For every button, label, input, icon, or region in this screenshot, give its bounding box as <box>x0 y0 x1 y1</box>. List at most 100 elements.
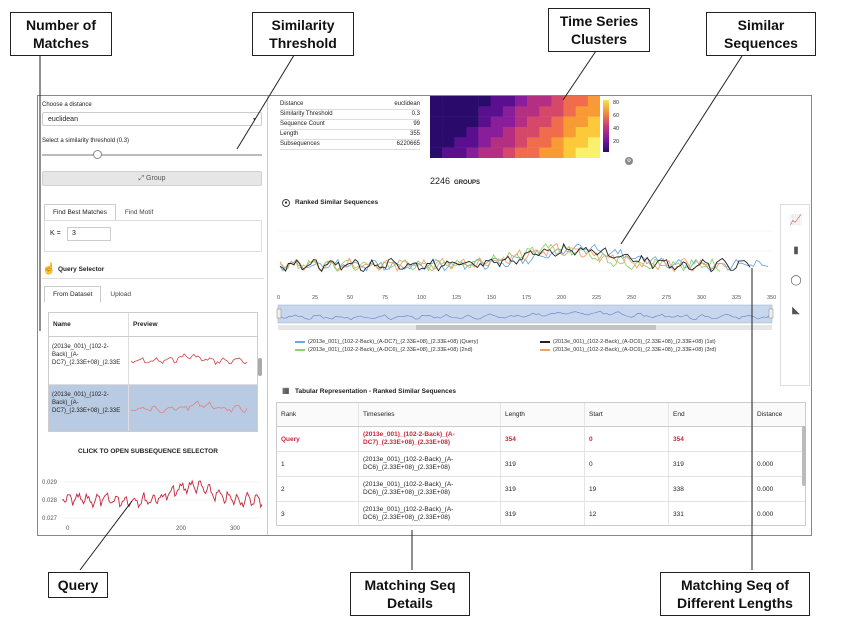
navigator-handle-right[interactable] <box>768 308 774 319</box>
threshold-slider-track[interactable] <box>42 154 262 156</box>
column-start[interactable]: Start <box>585 403 669 426</box>
series-1st-line[interactable] <box>279 242 751 273</box>
heatmap-cell[interactable] <box>454 137 467 148</box>
heatmap-cell[interactable] <box>575 116 589 128</box>
heatmap-cell[interactable] <box>563 137 576 148</box>
heatmap-cell[interactable] <box>515 106 528 117</box>
bar-chart-icon[interactable]: ▮ <box>793 245 799 256</box>
heatmap-cell[interactable] <box>490 116 504 128</box>
heatmap-cell[interactable] <box>587 116 600 128</box>
heatmap-cell[interactable] <box>527 116 540 128</box>
dataset-row[interactable]: (2013e_001)_(102-2- Back)_(A- DC7)_(2.33… <box>49 337 257 385</box>
heatmap-cell[interactable] <box>539 147 552 158</box>
heatmap-cell[interactable] <box>442 116 455 128</box>
heatmap-cell[interactable] <box>454 147 467 158</box>
heatmap-cell[interactable] <box>478 116 491 128</box>
heatmap-cell[interactable] <box>442 137 455 148</box>
k-input[interactable]: 3 <box>67 227 111 241</box>
heatmap-cell[interactable] <box>527 127 540 138</box>
heatmap-cell[interactable] <box>478 127 491 138</box>
heatmap-cell[interactable] <box>502 127 516 138</box>
heatmap-cell[interactable] <box>442 96 455 107</box>
heatmap-cell[interactable] <box>466 106 479 117</box>
heatmap-cell[interactable] <box>430 137 443 148</box>
heatmap-cell[interactable] <box>442 106 455 117</box>
heatmap-cell[interactable] <box>478 96 491 107</box>
heatmap-cell[interactable] <box>515 116 528 128</box>
heatmap-cell[interactable] <box>539 96 552 107</box>
heatmap-cell[interactable] <box>454 116 467 128</box>
column-length[interactable]: Length <box>501 403 585 426</box>
heatmap-cell[interactable] <box>575 127 589 138</box>
distance-select[interactable]: euclidean ▾ <box>42 112 262 126</box>
column-timeseries[interactable]: Timeseries <box>359 403 501 426</box>
table-row[interactable]: 2 (2013e_001)_(102-2-Back)_(A- DC6)_(2.33… <box>277 477 805 502</box>
navigator-handle-left[interactable] <box>276 308 282 319</box>
dataset-table-scrollbar[interactable] <box>258 358 262 376</box>
heatmap-cell[interactable] <box>515 137 528 148</box>
subsequence-selector-title[interactable]: CLICK TO OPEN SUBSEQUENCE SELECTOR <box>78 448 218 455</box>
heatmap-cell[interactable] <box>551 127 564 138</box>
heatmap-cell[interactable] <box>430 106 443 117</box>
heatmap-cell[interactable] <box>454 127 467 138</box>
heatmap-cell[interactable] <box>502 116 516 128</box>
heatmap-cell[interactable] <box>466 96 479 107</box>
heatmap-cell[interactable] <box>466 127 479 138</box>
heatmap-cell[interactable] <box>430 127 443 138</box>
heatmap-cell[interactable] <box>430 96 443 107</box>
line-chart-icon[interactable]: 📈 <box>789 215 803 226</box>
heatmap-cell[interactable] <box>575 137 589 148</box>
heatmap-cell[interactable] <box>551 147 564 158</box>
navigator-scrollbar-thumb[interactable] <box>416 325 656 330</box>
heatmap-cell[interactable] <box>551 116 564 128</box>
heatmap-cell[interactable] <box>539 116 552 128</box>
heatmap-cell[interactable] <box>490 127 504 138</box>
table-row[interactable]: 1 (2013e_001)_(102-2-Back)_(A- DC6)_(2.33… <box>277 452 805 477</box>
table-row[interactable]: 3 (2013e_001)_(102-2-Back)_(A- DC6)_(2.33… <box>277 502 805 525</box>
heatmap-cell[interactable] <box>454 96 467 107</box>
heatmap-cell[interactable] <box>430 147 443 158</box>
heatmap-cell[interactable] <box>527 96 540 107</box>
heatmap-cell[interactable] <box>430 116 443 128</box>
heatmap-cell[interactable] <box>575 96 589 107</box>
tab-from-dataset[interactable]: From Dataset <box>44 286 102 303</box>
heatmap-cell[interactable] <box>563 147 576 158</box>
heatmap-cell[interactable] <box>587 106 600 117</box>
heatmap-cell[interactable] <box>539 137 552 148</box>
heatmap-cell[interactable] <box>442 147 455 158</box>
settings-icon[interactable]: ⚙ <box>625 157 633 165</box>
heatmap-cell[interactable] <box>502 96 516 107</box>
heatmap-cell[interactable] <box>563 106 576 117</box>
heatmap-cell[interactable] <box>478 147 491 158</box>
heatmap-cell[interactable] <box>527 106 540 117</box>
legend-item[interactable]: (2013e_001)_(102-2-Back)_(A-DC7)_(2.33E+… <box>295 339 540 345</box>
heatmap-cell[interactable] <box>502 147 516 158</box>
tab-upload[interactable]: Upload <box>110 291 131 298</box>
heatmap-cell[interactable] <box>587 147 600 158</box>
cluster-heatmap[interactable] <box>430 96 600 158</box>
tab-find-best-matches[interactable]: Find Best Matches <box>44 204 116 221</box>
table-row-query[interactable]: Query (2013e_001)_(102-2-Back)_(A- DC7)_(… <box>277 427 805 452</box>
heatmap-cell[interactable] <box>575 106 589 117</box>
series-3rd-line[interactable] <box>279 242 731 273</box>
heatmap-cell[interactable] <box>515 127 528 138</box>
heatmap-cell[interactable] <box>515 96 528 107</box>
series-query-line[interactable] <box>279 243 769 272</box>
heatmap-cell[interactable] <box>551 106 564 117</box>
ranked-sequences-chart[interactable]: 0 25 50 75 100 125 150 175 200 225 250 275 300 325 350 <box>276 211 776 335</box>
heatmap-cell[interactable] <box>490 106 504 117</box>
navigator-range[interactable] <box>277 304 773 324</box>
legend-item[interactable]: (2013e_001)_(102-2-Back)_(A-DC6)_(2.33E+… <box>295 347 540 353</box>
heatmap-cell[interactable] <box>587 127 600 138</box>
table-scrollbar[interactable] <box>802 426 806 486</box>
heatmap-cell[interactable] <box>466 116 479 128</box>
heatmap-cell[interactable] <box>563 116 576 128</box>
heatmap-cell[interactable] <box>551 137 564 148</box>
heatmap-cell[interactable] <box>478 137 491 148</box>
area-chart-icon[interactable]: ◣ <box>792 305 800 316</box>
group-button[interactable]: ⤢ Group <box>42 171 262 186</box>
legend-item[interactable]: (2013e_001)_(102-2-Back)_(A-DC6)_(2.33E+… <box>540 339 785 345</box>
legend-item[interactable]: (2013e_001)_(102-2-Back)_(A-DC6)_(2.33E+… <box>540 347 785 353</box>
dataset-row-selected[interactable]: (2013e_001)_(102-2- Back)_(A- DC7)_(2.33… <box>49 385 257 431</box>
heatmap-cell[interactable] <box>551 96 564 107</box>
